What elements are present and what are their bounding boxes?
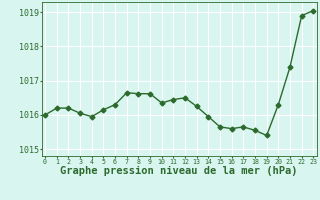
X-axis label: Graphe pression niveau de la mer (hPa): Graphe pression niveau de la mer (hPa)	[60, 166, 298, 176]
